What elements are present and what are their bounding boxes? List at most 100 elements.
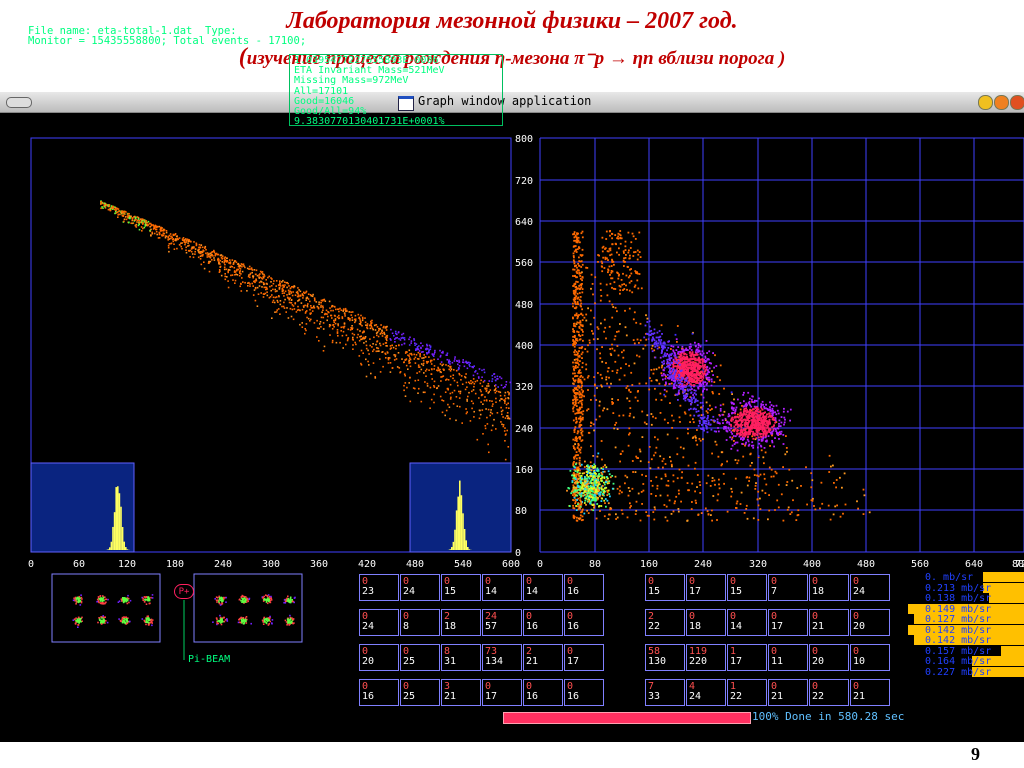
right-scatter-point: [582, 390, 584, 392]
left-scatter-point: [219, 265, 222, 268]
right-scatter-point: [685, 396, 687, 398]
left-scatter-point: [261, 273, 264, 275]
right-scatter-point: [578, 424, 581, 427]
left-scatter-point: [309, 313, 312, 315]
right-scatter-point: [609, 508, 612, 511]
right-scatter-point: [755, 423, 757, 425]
left-scatter-point: [439, 363, 442, 365]
right-scatter-point: [664, 395, 667, 398]
right-scatter-point: [757, 426, 760, 429]
left-scatter-point: [136, 221, 138, 223]
left-scatter-point: [439, 395, 442, 398]
left-scatter-point: [357, 313, 360, 316]
left-scatter-point: [382, 343, 385, 345]
right-scatter-point: [683, 381, 686, 383]
right-scatter-point: [614, 306, 617, 309]
right-scatter-point: [595, 498, 597, 501]
right-scatter-point: [705, 340, 708, 342]
left-scatter-point: [505, 407, 508, 409]
left-scatter-point: [163, 229, 166, 231]
right-scatter-point: [572, 377, 574, 380]
right-scatter-point: [654, 341, 656, 344]
right-scatter-point: [753, 424, 756, 427]
right-scatter-point: [740, 422, 743, 425]
right-scatter-point: [586, 471, 589, 473]
right-scatter-point: [583, 395, 585, 398]
right-scatter-point: [684, 377, 687, 380]
right-scatter-point: [691, 398, 693, 401]
right-scatter-point: [579, 254, 582, 256]
right-scatter-point: [666, 349, 668, 352]
right-scatter-point: [573, 489, 576, 491]
left-scatter-point: [288, 301, 291, 304]
left-scatter-point: [453, 379, 456, 382]
left-scatter-point: [425, 368, 428, 371]
graph-window: Graph window application: [0, 92, 1024, 742]
right-scatter-point: [573, 351, 576, 353]
right-scatter-point: [692, 394, 695, 396]
left-scatter-point: [403, 361, 405, 363]
right-scatter-point: [695, 362, 698, 365]
right-scatter-point: [764, 440, 767, 443]
right-scatter-point: [713, 366, 715, 369]
right-scatter-point: [659, 392, 662, 395]
right-scatter-point: [744, 435, 747, 438]
right-scatter-point: [581, 384, 583, 387]
right-scatter-point: [753, 420, 756, 423]
right-scatter-point: [697, 359, 700, 362]
left-scatter-point: [408, 338, 410, 341]
left-scatter-point: [282, 289, 285, 292]
right-scatter-point: [631, 384, 634, 386]
right-scatter-point: [751, 416, 754, 419]
left-scatter-point: [133, 216, 135, 218]
right-scatter-point: [649, 330, 651, 333]
right-scatter-point: [574, 397, 577, 400]
right-scatter-point: [628, 433, 630, 436]
left-scatter-point: [299, 290, 302, 293]
left-scatter-point: [379, 328, 381, 330]
left-scatter-point: [296, 309, 299, 311]
right-scatter-point: [774, 437, 776, 439]
left-scatter-point: [342, 326, 344, 328]
right-scatter-point: [725, 429, 728, 432]
left-scatter-point: [507, 397, 509, 399]
right-scatter-point: [575, 457, 578, 460]
right-scatter-point: [579, 407, 582, 410]
left-scatter-point: [158, 225, 161, 228]
right-scatter-point: [759, 433, 762, 436]
left-scatter-point: [347, 328, 350, 331]
close-icon[interactable]: [1010, 95, 1024, 110]
right-scatter-point: [744, 403, 747, 406]
left-scatter-point: [500, 377, 503, 380]
right-scatter-point: [695, 410, 698, 413]
maximize-icon[interactable]: [994, 95, 1009, 110]
right-scatter-point: [773, 445, 775, 448]
right-scatter-point: [717, 455, 720, 458]
right-scatter-point: [821, 502, 824, 505]
right-scatter-point: [747, 440, 750, 443]
window-titlebar[interactable]: Graph window application: [0, 92, 1024, 113]
right-scatter-point: [590, 445, 592, 448]
right-scatter-point: [575, 375, 577, 377]
left-scatter-point: [444, 414, 446, 417]
left-scatter-point: [211, 259, 213, 261]
right-scatter-point: [670, 348, 672, 350]
window-menu-button[interactable]: [6, 97, 32, 108]
minimize-icon[interactable]: [978, 95, 993, 110]
right-scatter-point: [757, 427, 759, 430]
left-scatter-point: [105, 204, 108, 206]
right-scatter-point: [827, 504, 830, 507]
left-scatter-point: [469, 420, 472, 422]
right-scatter-point: [763, 473, 766, 476]
left-scatter-point: [440, 376, 442, 378]
right-scatter-point: [673, 362, 676, 364]
right-scatter-point: [682, 350, 685, 352]
right-scatter-point: [750, 405, 753, 408]
right-scatter-point: [777, 434, 780, 436]
left-scatter-point: [405, 351, 407, 353]
right-scatter-point: [782, 519, 785, 522]
left-scatter-point: [437, 367, 440, 370]
right-scatter-point: [756, 431, 759, 434]
left-scatter-point: [294, 302, 297, 304]
right-scatter-point: [767, 435, 770, 437]
